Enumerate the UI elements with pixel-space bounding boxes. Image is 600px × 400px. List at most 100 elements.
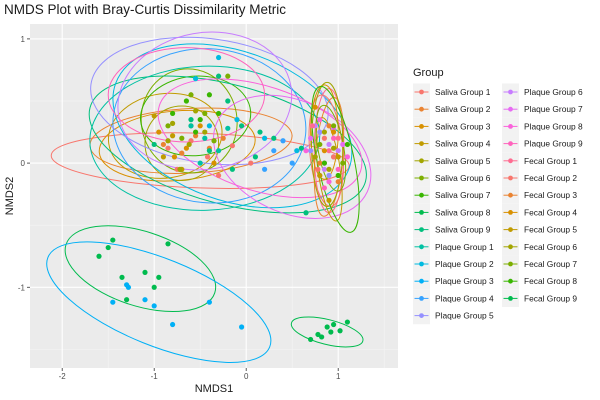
point-saliva-group-5-2 <box>177 166 183 172</box>
point-saliva-group-5-3 <box>193 108 199 114</box>
point-plaque-group-2-5 <box>206 123 212 129</box>
point-saliva-group-8-0 <box>96 253 102 259</box>
y-tick-label-1: 0 <box>21 159 26 168</box>
point-saliva-group-9-0 <box>225 98 231 104</box>
point-saliva-group-1-3 <box>216 172 222 179</box>
point-saliva-group-1-6 <box>229 143 235 149</box>
point-saliva-group-3-0 <box>156 129 162 135</box>
y-tick-label-2: 1 <box>21 35 26 44</box>
point-saliva-group-3-2 <box>197 123 203 129</box>
point-plaque-group-6-1 <box>326 141 332 148</box>
point-saliva-group-8-7 <box>105 244 111 251</box>
ellipse-saliva-group-7 <box>140 75 252 157</box>
legend-label-plaque-group-9: Plaque Group 9 <box>524 139 583 149</box>
point-saliva-group-6-3 <box>179 135 185 141</box>
legend-key-dot-fecal-group-7 <box>508 261 513 267</box>
legend-title: Group <box>413 67 444 79</box>
legend-key-dot-plaque-group-4 <box>419 296 424 301</box>
point-fecal-group-3-0 <box>326 123 332 129</box>
point-fecal-group-7-2 <box>340 160 346 166</box>
point-saliva-group-8-6 <box>124 297 130 303</box>
legend-label-plaque-group-6: Plaque Group 6 <box>524 87 583 97</box>
point-saliva-group-3-1 <box>171 154 178 160</box>
point-plaque-group-3-3 <box>170 321 176 328</box>
ellipse-plaque-group-8 <box>157 78 363 199</box>
point-saliva-group-1-2 <box>165 145 171 151</box>
point-saliva-group-9-1 <box>239 123 245 129</box>
point-fecal-group-6-3 <box>326 166 332 172</box>
legend-key-dot-saliva-group-3 <box>419 124 424 129</box>
legend-label-plaque-group-3: Plaque Group 3 <box>435 276 494 286</box>
point-fecal-group-9-4 <box>337 328 343 334</box>
legend-key-dot-fecal-group-3 <box>508 192 513 198</box>
ellipse-plaque-group-6 <box>117 31 293 171</box>
point-fecal-group-9-3 <box>331 321 337 328</box>
ellipse-plaque-group-3 <box>46 241 272 363</box>
legend-label-plaque-group-2: Plaque Group 2 <box>435 259 494 269</box>
ellipse-fecal-group-4 <box>310 84 339 180</box>
legend-label-plaque-group-5: Plaque Group 5 <box>435 311 494 321</box>
point-fecal-group-4-0 <box>312 104 318 110</box>
x-tick-label-0: -2 <box>59 372 67 381</box>
point-fecal-group-5-0 <box>317 172 323 179</box>
legend-key-dot-fecal-group-2 <box>508 175 513 181</box>
ellipse-saliva-group-1 <box>50 132 350 189</box>
legend-label-saliva-group-2: Saliva Group 2 <box>435 104 491 114</box>
point-saliva-group-6-0 <box>188 92 194 98</box>
legend-label-fecal-group-4: Fecal Group 4 <box>524 207 577 217</box>
chart-title: NMDS Plot with Bray-Curtis Dissimilarity… <box>4 2 287 17</box>
point-fecal-group-9-0 <box>308 336 314 343</box>
point-saliva-group-4-1 <box>170 133 176 139</box>
point-fecal-group-7-1 <box>317 141 323 148</box>
legend-key-dot-fecal-group-6 <box>508 244 513 250</box>
point-plaque-group-8-2 <box>326 179 332 185</box>
legend-label-fecal-group-8: Fecal Group 8 <box>524 276 577 286</box>
point-plaque-group-3-4 <box>206 299 212 305</box>
point-saliva-group-7-0 <box>183 98 189 104</box>
point-fecal-group-6-1 <box>312 154 318 160</box>
point-plaque-group-9-2 <box>321 185 327 191</box>
legend-key-dot-saliva-group-4 <box>419 141 424 147</box>
point-plaque-group-4-2 <box>262 166 268 172</box>
point-plaque-group-5-0 <box>308 148 314 154</box>
point-fecal-group-6-2 <box>331 145 337 151</box>
ellipse-saliva-group-9 <box>88 75 367 214</box>
point-fecal-group-2-2 <box>331 154 337 160</box>
point-saliva-group-3-3 <box>183 145 189 151</box>
legend-label-fecal-group-6: Fecal Group 6 <box>524 242 577 252</box>
point-saliva-group-4-0 <box>151 113 157 119</box>
point-plaque-group-3-0 <box>110 299 116 305</box>
point-saliva-group-6-5 <box>225 73 231 79</box>
legend-label-fecal-group-3: Fecal Group 3 <box>524 190 577 200</box>
point-plaque-group-4-3 <box>280 138 286 144</box>
point-fecal-group-9-5 <box>319 334 325 340</box>
ellipse-plaque-group-4 <box>112 48 307 204</box>
point-plaque-group-4-1 <box>289 160 295 166</box>
legend-label-plaque-group-4: Plaque Group 4 <box>435 293 494 303</box>
point-fecal-group-9-2 <box>324 324 330 330</box>
legend-label-fecal-group-5: Fecal Group 5 <box>524 225 577 235</box>
point-plaque-group-6-2 <box>321 166 327 172</box>
ellipse-fecal-group-9 <box>290 316 364 348</box>
point-saliva-group-2-0 <box>160 141 166 148</box>
point-plaque-group-1-3 <box>225 125 231 131</box>
point-saliva-group-7-2 <box>170 110 176 117</box>
legend-label-saliva-group-6: Saliva Group 6 <box>435 173 491 183</box>
ellipse-saliva-group-4 <box>107 92 223 179</box>
plot-panel <box>30 24 398 368</box>
point-plaque-group-5-2 <box>317 129 323 135</box>
point-plaque-group-1-2 <box>188 123 194 129</box>
point-plaque-group-1-0 <box>202 135 208 141</box>
legend-key-dot-saliva-group-9 <box>419 227 424 233</box>
legend-key-dot-plaque-group-1 <box>419 244 424 250</box>
point-fecal-group-1-0 <box>309 123 316 129</box>
point-saliva-group-9-7 <box>298 145 304 151</box>
point-plaque-group-3-6 <box>151 303 157 309</box>
point-saliva-group-6-4 <box>211 138 217 144</box>
legend-label-plaque-group-7: Plaque Group 7 <box>524 104 583 114</box>
point-saliva-group-7-5 <box>216 110 222 117</box>
point-plaque-group-7-3 <box>340 141 346 148</box>
legend-label-saliva-group-8: Saliva Group 8 <box>435 207 491 217</box>
point-plaque-group-2-0 <box>216 54 222 61</box>
